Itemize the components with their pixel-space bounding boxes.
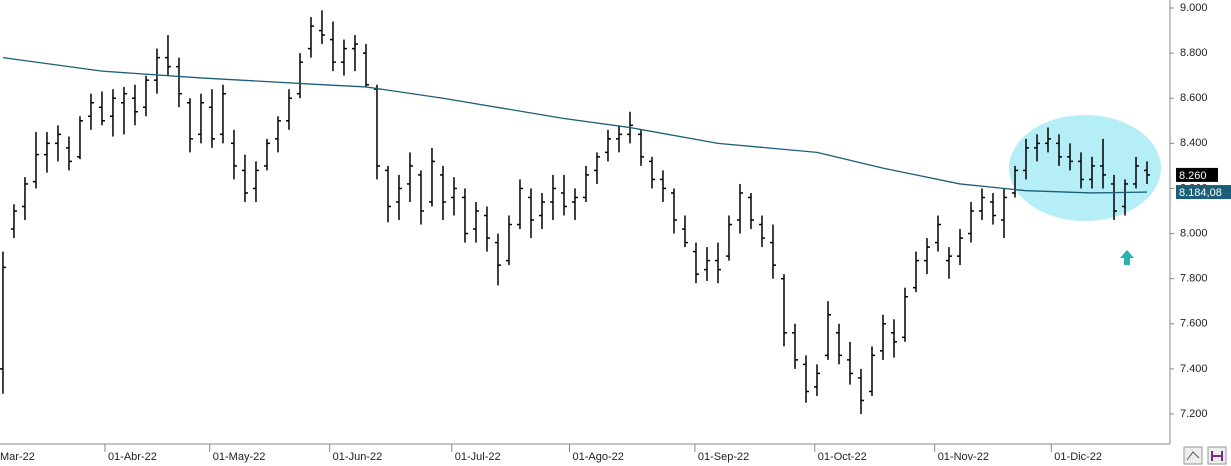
y-tick-label: 8.000 bbox=[1180, 227, 1208, 239]
last-price-label: 8.260 bbox=[1179, 170, 1207, 182]
y-tick-label: 9.000 bbox=[1180, 2, 1208, 14]
x-tick-label: 01-Dic-22 bbox=[1054, 451, 1102, 463]
y-tick-label: 8.400 bbox=[1180, 137, 1208, 149]
x-tick-label: 01-Jun-22 bbox=[333, 451, 383, 463]
y-tick-label: 7.800 bbox=[1180, 273, 1208, 285]
y-tick-label: 7.200 bbox=[1180, 408, 1208, 420]
y-tick-label: 7.600 bbox=[1180, 318, 1208, 330]
x-tick-label: 01-May-22 bbox=[213, 451, 266, 463]
last-price-label-box bbox=[1176, 167, 1218, 182]
ma-last-label: 8.184,08 bbox=[1179, 187, 1222, 199]
x-tick-label: Mar-22 bbox=[0, 451, 35, 463]
y-tick-label: 8.800 bbox=[1180, 47, 1208, 59]
highlight-ellipse bbox=[1009, 115, 1161, 221]
x-tick-label: 01-Nov-22 bbox=[938, 451, 989, 463]
x-tick-label: 01-Sep-22 bbox=[698, 451, 749, 463]
y-tick-label: 7.400 bbox=[1180, 363, 1208, 375]
zoom-button[interactable] bbox=[1183, 446, 1203, 465]
x-tick-label: 01-Ago-22 bbox=[572, 451, 623, 463]
y-tick-label: 8.600 bbox=[1180, 92, 1208, 104]
plot-area bbox=[0, 10, 1151, 415]
arrow-annotation bbox=[1120, 250, 1134, 265]
settings-icon bbox=[1211, 451, 1223, 461]
ma-last-label-box bbox=[1176, 185, 1231, 200]
x-tick-label: 01-Jul-22 bbox=[455, 451, 501, 463]
zoom-icon bbox=[1186, 451, 1200, 461]
x-tick-label: 01-Oct-22 bbox=[818, 451, 867, 463]
moving-average-line bbox=[2, 56, 1148, 194]
x-tick-label: 01-Abr-22 bbox=[108, 451, 157, 463]
